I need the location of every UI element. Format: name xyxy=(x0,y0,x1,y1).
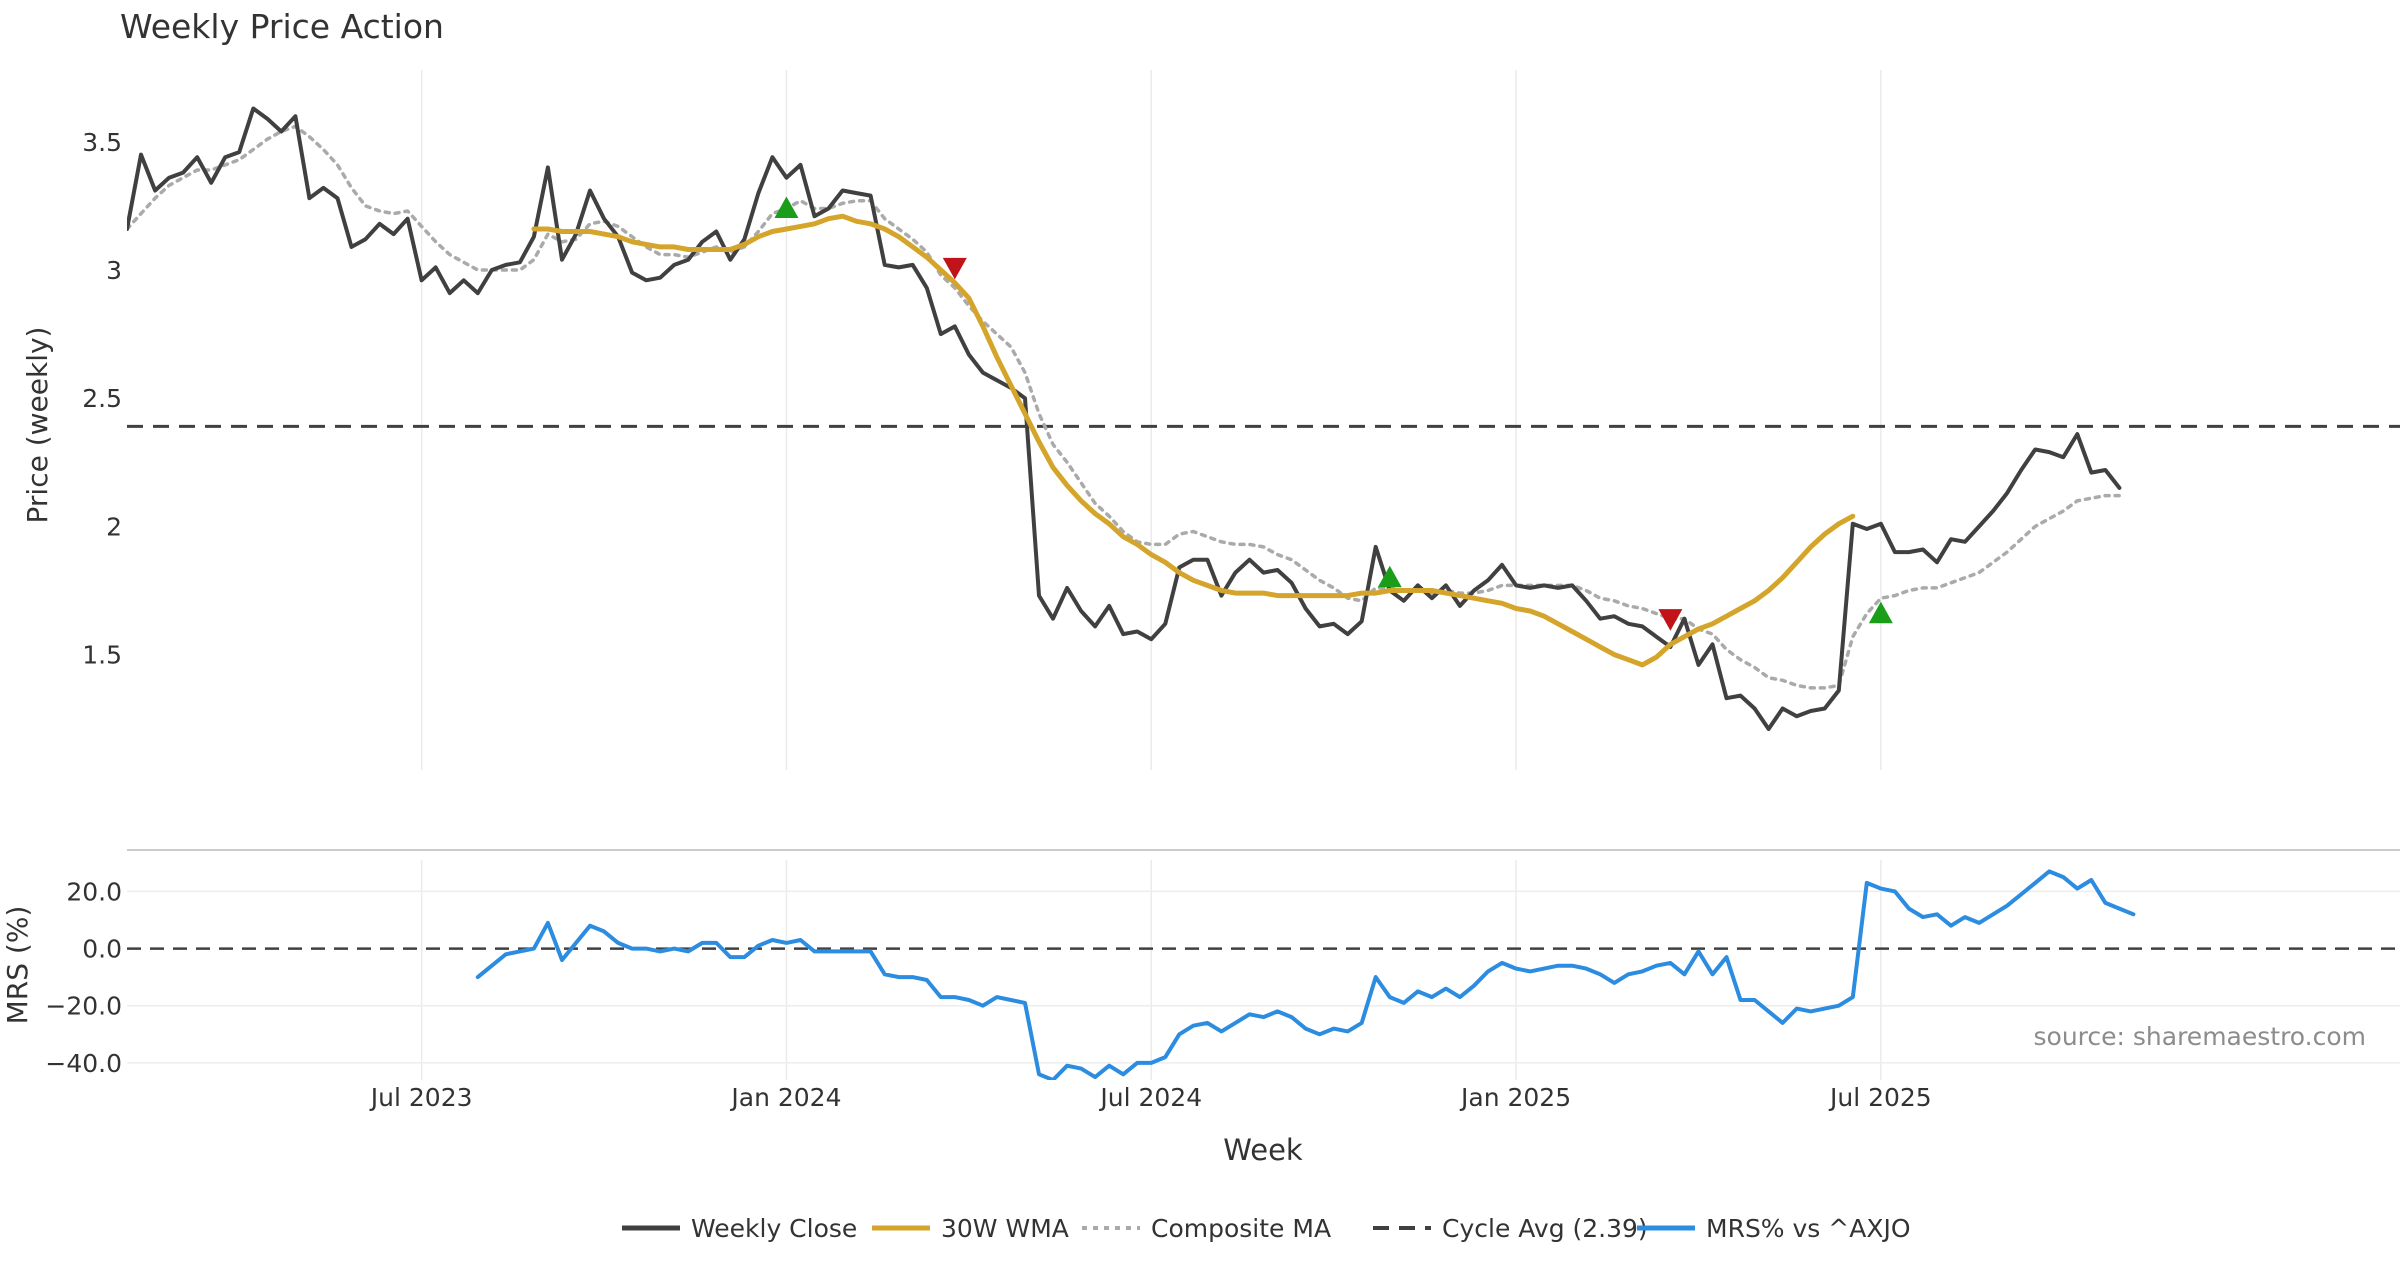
price-ytick-label: 2 xyxy=(106,512,122,541)
mrs-panel xyxy=(127,869,2400,1080)
buy-signal-marker-4 xyxy=(1868,601,1893,624)
weekly-close-line xyxy=(127,106,2122,731)
grid-layer xyxy=(127,70,2400,1080)
price-ytick-label: 1.5 xyxy=(82,641,122,670)
legend-label-0: Weekly Close xyxy=(691,1214,857,1243)
mrs-ytick-label: −40.0 xyxy=(45,1049,122,1078)
price-panel xyxy=(127,106,2400,731)
legend-label-2: Composite MA xyxy=(1151,1214,1331,1243)
price-y-axis-label: Price (weekly) xyxy=(21,327,54,524)
x-tick-label: Jul 2023 xyxy=(369,1083,473,1112)
x-tick-label: Jul 2024 xyxy=(1098,1083,1202,1112)
sell-signal-marker-1 xyxy=(942,257,967,280)
x-tick-label: Jan 2024 xyxy=(729,1083,841,1112)
legend-label-4: MRS% vs ^AXJO xyxy=(1706,1214,1911,1243)
sell-signal-marker-3 xyxy=(1658,609,1683,631)
legend-label-3: Cycle Avg (2.39) xyxy=(1442,1214,1648,1243)
mrs-y-axis-label: MRS (%) xyxy=(1,906,34,1025)
buy-signal-marker-0 xyxy=(774,196,799,219)
text-layer: Weekly Price Action 1.5 2 2.5 3 3.5 Price (wee… xyxy=(1,7,2366,1243)
mrs-ytick-label: 0.0 xyxy=(82,935,122,964)
30w-wma-line xyxy=(531,213,1856,668)
x-tick-label: Jan 2025 xyxy=(1459,1083,1571,1112)
price-ytick-label: 3 xyxy=(106,256,122,285)
x-axis-label: Week xyxy=(1223,1133,1303,1167)
buy-signal-marker-2 xyxy=(1377,565,1402,588)
mrs-line xyxy=(475,869,2136,1080)
mrs-ytick-label: −20.0 xyxy=(45,992,122,1021)
mrs-ytick-label: 20.0 xyxy=(66,877,122,906)
composite-ma-line xyxy=(127,124,2122,690)
legend: Weekly Close 30W WMA Composite MA Cycle Avg… xyxy=(622,1214,1911,1243)
price-ytick-label: 2.5 xyxy=(82,384,122,413)
price-ytick-label: 3.5 xyxy=(82,128,122,157)
legend-label-1: 30W WMA xyxy=(941,1214,1069,1243)
chart-title: Weekly Price Action xyxy=(120,7,444,46)
source-annotation: source: sharemaestro.com xyxy=(2034,1022,2367,1051)
x-tick-label: Jul 2025 xyxy=(1828,1083,1932,1112)
